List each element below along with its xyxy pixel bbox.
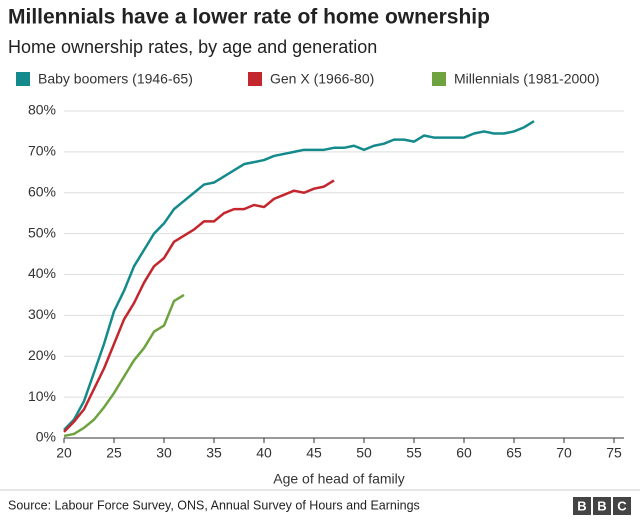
x-tick-label: 45 [306, 445, 322, 461]
y-tick-label: 40% [28, 265, 56, 281]
x-tick-label: 35 [206, 445, 222, 461]
series-line [63, 120, 535, 431]
legend-swatch [16, 72, 30, 86]
y-tick-label: 30% [28, 306, 56, 322]
legend-swatch [248, 72, 262, 86]
legend-label: Millennials (1981-2000) [454, 71, 600, 87]
x-tick-label: 65 [506, 445, 522, 461]
y-tick-label: 20% [28, 347, 56, 363]
y-tick-label: 80% [28, 102, 56, 118]
source: Source: Labour Force Survey, ONS, Annual… [8, 498, 420, 512]
logo-letter: C [617, 498, 627, 513]
logo-letter: B [597, 498, 606, 513]
legend-swatch [432, 72, 446, 86]
x-tick-label: 50 [356, 445, 372, 461]
y-tick-label: 60% [28, 183, 56, 199]
y-tick-label: 50% [28, 224, 56, 240]
series-line [63, 293, 185, 438]
x-tick-label: 30 [156, 445, 172, 461]
chart-subtitle: Home ownership rates, by age and generat… [8, 37, 377, 57]
logo: B B C [573, 497, 631, 515]
x-tick-label: 60 [456, 445, 472, 461]
series-line [63, 179, 335, 433]
x-tick-label: 20 [56, 445, 72, 461]
x-axis-label: Age of head of family [273, 471, 405, 487]
x-tick-label: 55 [406, 445, 422, 461]
legend-label: Gen X (1966-80) [270, 71, 374, 87]
chart-title: Millennials have a lower rate of home ow… [8, 6, 490, 29]
x-tick-label: 25 [106, 445, 122, 461]
y-tick-label: 70% [28, 143, 56, 159]
x-tick-label: 40 [256, 445, 272, 461]
y-tick-label: 10% [28, 388, 56, 404]
x-tick-label: 75 [606, 445, 622, 461]
x-tick-label: 70 [556, 445, 572, 461]
legend-label: Baby boomers (1946-65) [38, 71, 193, 87]
logo-letter: B [577, 498, 586, 513]
y-tick-label: 0% [36, 429, 56, 445]
